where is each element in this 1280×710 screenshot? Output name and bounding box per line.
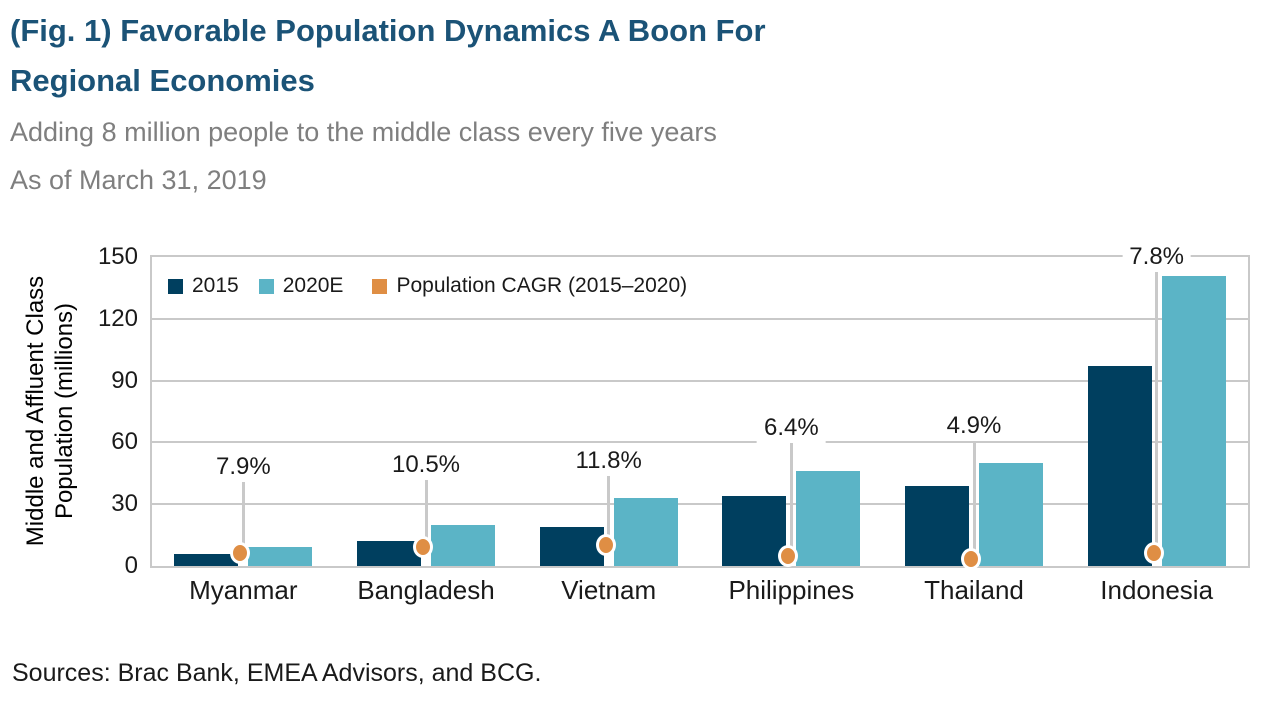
y-axis-ticks: 0 30 60 90 120 150 xyxy=(60,243,138,579)
cagr-dot-philippines xyxy=(778,544,799,567)
legend-item-2020e: 2020E xyxy=(258,274,344,298)
plot-area: 2015 2020E Population CAGR (2015–2020) 7… xyxy=(150,242,1250,570)
cagr-connector-thailand xyxy=(972,440,976,556)
figure-title-line2: Regional Economies xyxy=(10,63,315,98)
bar-2015-vietnam xyxy=(539,526,604,566)
legend-marker-2020e-icon xyxy=(258,278,274,294)
y-tick-60: 60 xyxy=(111,428,138,456)
y-tick-90: 90 xyxy=(111,366,138,394)
legend-marker-cagr-icon xyxy=(372,278,388,294)
y-tick-120: 120 xyxy=(97,304,138,332)
bar-2015-thailand xyxy=(905,485,969,566)
source-note: Sources: Brac Bank, EMEA Advisors, and B… xyxy=(12,659,542,687)
bar-2020e-thailand xyxy=(979,463,1043,566)
as-of-date: As of March 31, 2019 xyxy=(10,165,267,195)
bar-2015-philippines xyxy=(722,495,787,566)
cagr-connector-indonesia xyxy=(1155,272,1159,550)
x-label-myanmar: Myanmar xyxy=(189,575,298,605)
cagr-dot-bangladesh xyxy=(413,536,433,559)
legend-item-2015: 2015 xyxy=(168,274,239,298)
x-label-indonesia: Indonesia xyxy=(1100,575,1214,605)
legend-marker-2015-icon xyxy=(168,278,183,294)
gridline-30 xyxy=(152,503,1248,506)
cagr-label-vietnam: 11.8% xyxy=(568,445,649,476)
legend-label-2015: 2015 xyxy=(192,274,239,297)
cagr-dot-indonesia xyxy=(1143,541,1164,564)
y-tick-30: 30 xyxy=(111,490,138,518)
gridline-120 xyxy=(152,317,1248,320)
y-axis-title-line1: Middle and Affluent Class xyxy=(22,275,49,547)
figure-subtitle: Adding 8 million people to the middle cl… xyxy=(10,117,717,147)
cagr-connector-vietnam xyxy=(607,475,611,542)
bar-2015-indonesia xyxy=(1087,366,1152,566)
x-label-bangladesh: Bangladesh xyxy=(357,575,495,605)
x-label-philippines: Philippines xyxy=(728,575,855,605)
cagr-label-thailand: 4.9% xyxy=(939,410,1009,441)
legend-label-2020e: 2020E xyxy=(282,274,344,297)
bar-2015-myanmar xyxy=(174,553,239,566)
x-label-thailand: Thailand xyxy=(924,575,1024,605)
figure-title-line1: (Fig. 1) Favorable Population Dynamics A… xyxy=(10,13,766,48)
figure-title: (Fig. 1) Favorable Population Dynamics A… xyxy=(10,6,766,106)
bar-2020e-vietnam xyxy=(613,498,678,566)
gridline-90 xyxy=(152,379,1248,382)
legend: 2015 2020E Population CAGR (2015–2020) xyxy=(168,274,687,298)
x-axis-labels: Myanmar Bangladesh Vietnam Philippines Thail… xyxy=(152,575,1248,607)
cagr-dot-vietnam xyxy=(595,533,616,556)
bar-2015-bangladesh xyxy=(357,541,421,566)
cagr-label-indonesia: 7.8% xyxy=(1122,242,1192,272)
bar-2020e-bangladesh xyxy=(431,524,495,566)
bar-2020e-indonesia xyxy=(1161,275,1226,566)
bar-2020e-myanmar xyxy=(248,547,313,566)
cagr-label-philippines: 6.4% xyxy=(756,412,826,443)
x-label-vietnam: Vietnam xyxy=(561,575,657,605)
cagr-label-bangladesh: 10.5% xyxy=(384,450,468,481)
cagr-dot-thailand xyxy=(961,547,981,570)
y-tick-0: 0 xyxy=(124,552,138,579)
cagr-connector-myanmar xyxy=(241,482,245,550)
cagr-dot-myanmar xyxy=(230,541,251,564)
gridline-60 xyxy=(152,441,1248,444)
bar-2020e-philippines xyxy=(796,471,861,566)
legend-item-cagr: Population CAGR (2015–2020) xyxy=(372,274,687,298)
legend-label-cagr: Population CAGR (2015–2020) xyxy=(396,274,688,297)
cagr-connector-philippines xyxy=(789,443,793,553)
cagr-connector-bangladesh xyxy=(424,480,428,545)
y-tick-150: 150 xyxy=(97,243,138,270)
cagr-label-myanmar: 7.9% xyxy=(208,452,278,483)
